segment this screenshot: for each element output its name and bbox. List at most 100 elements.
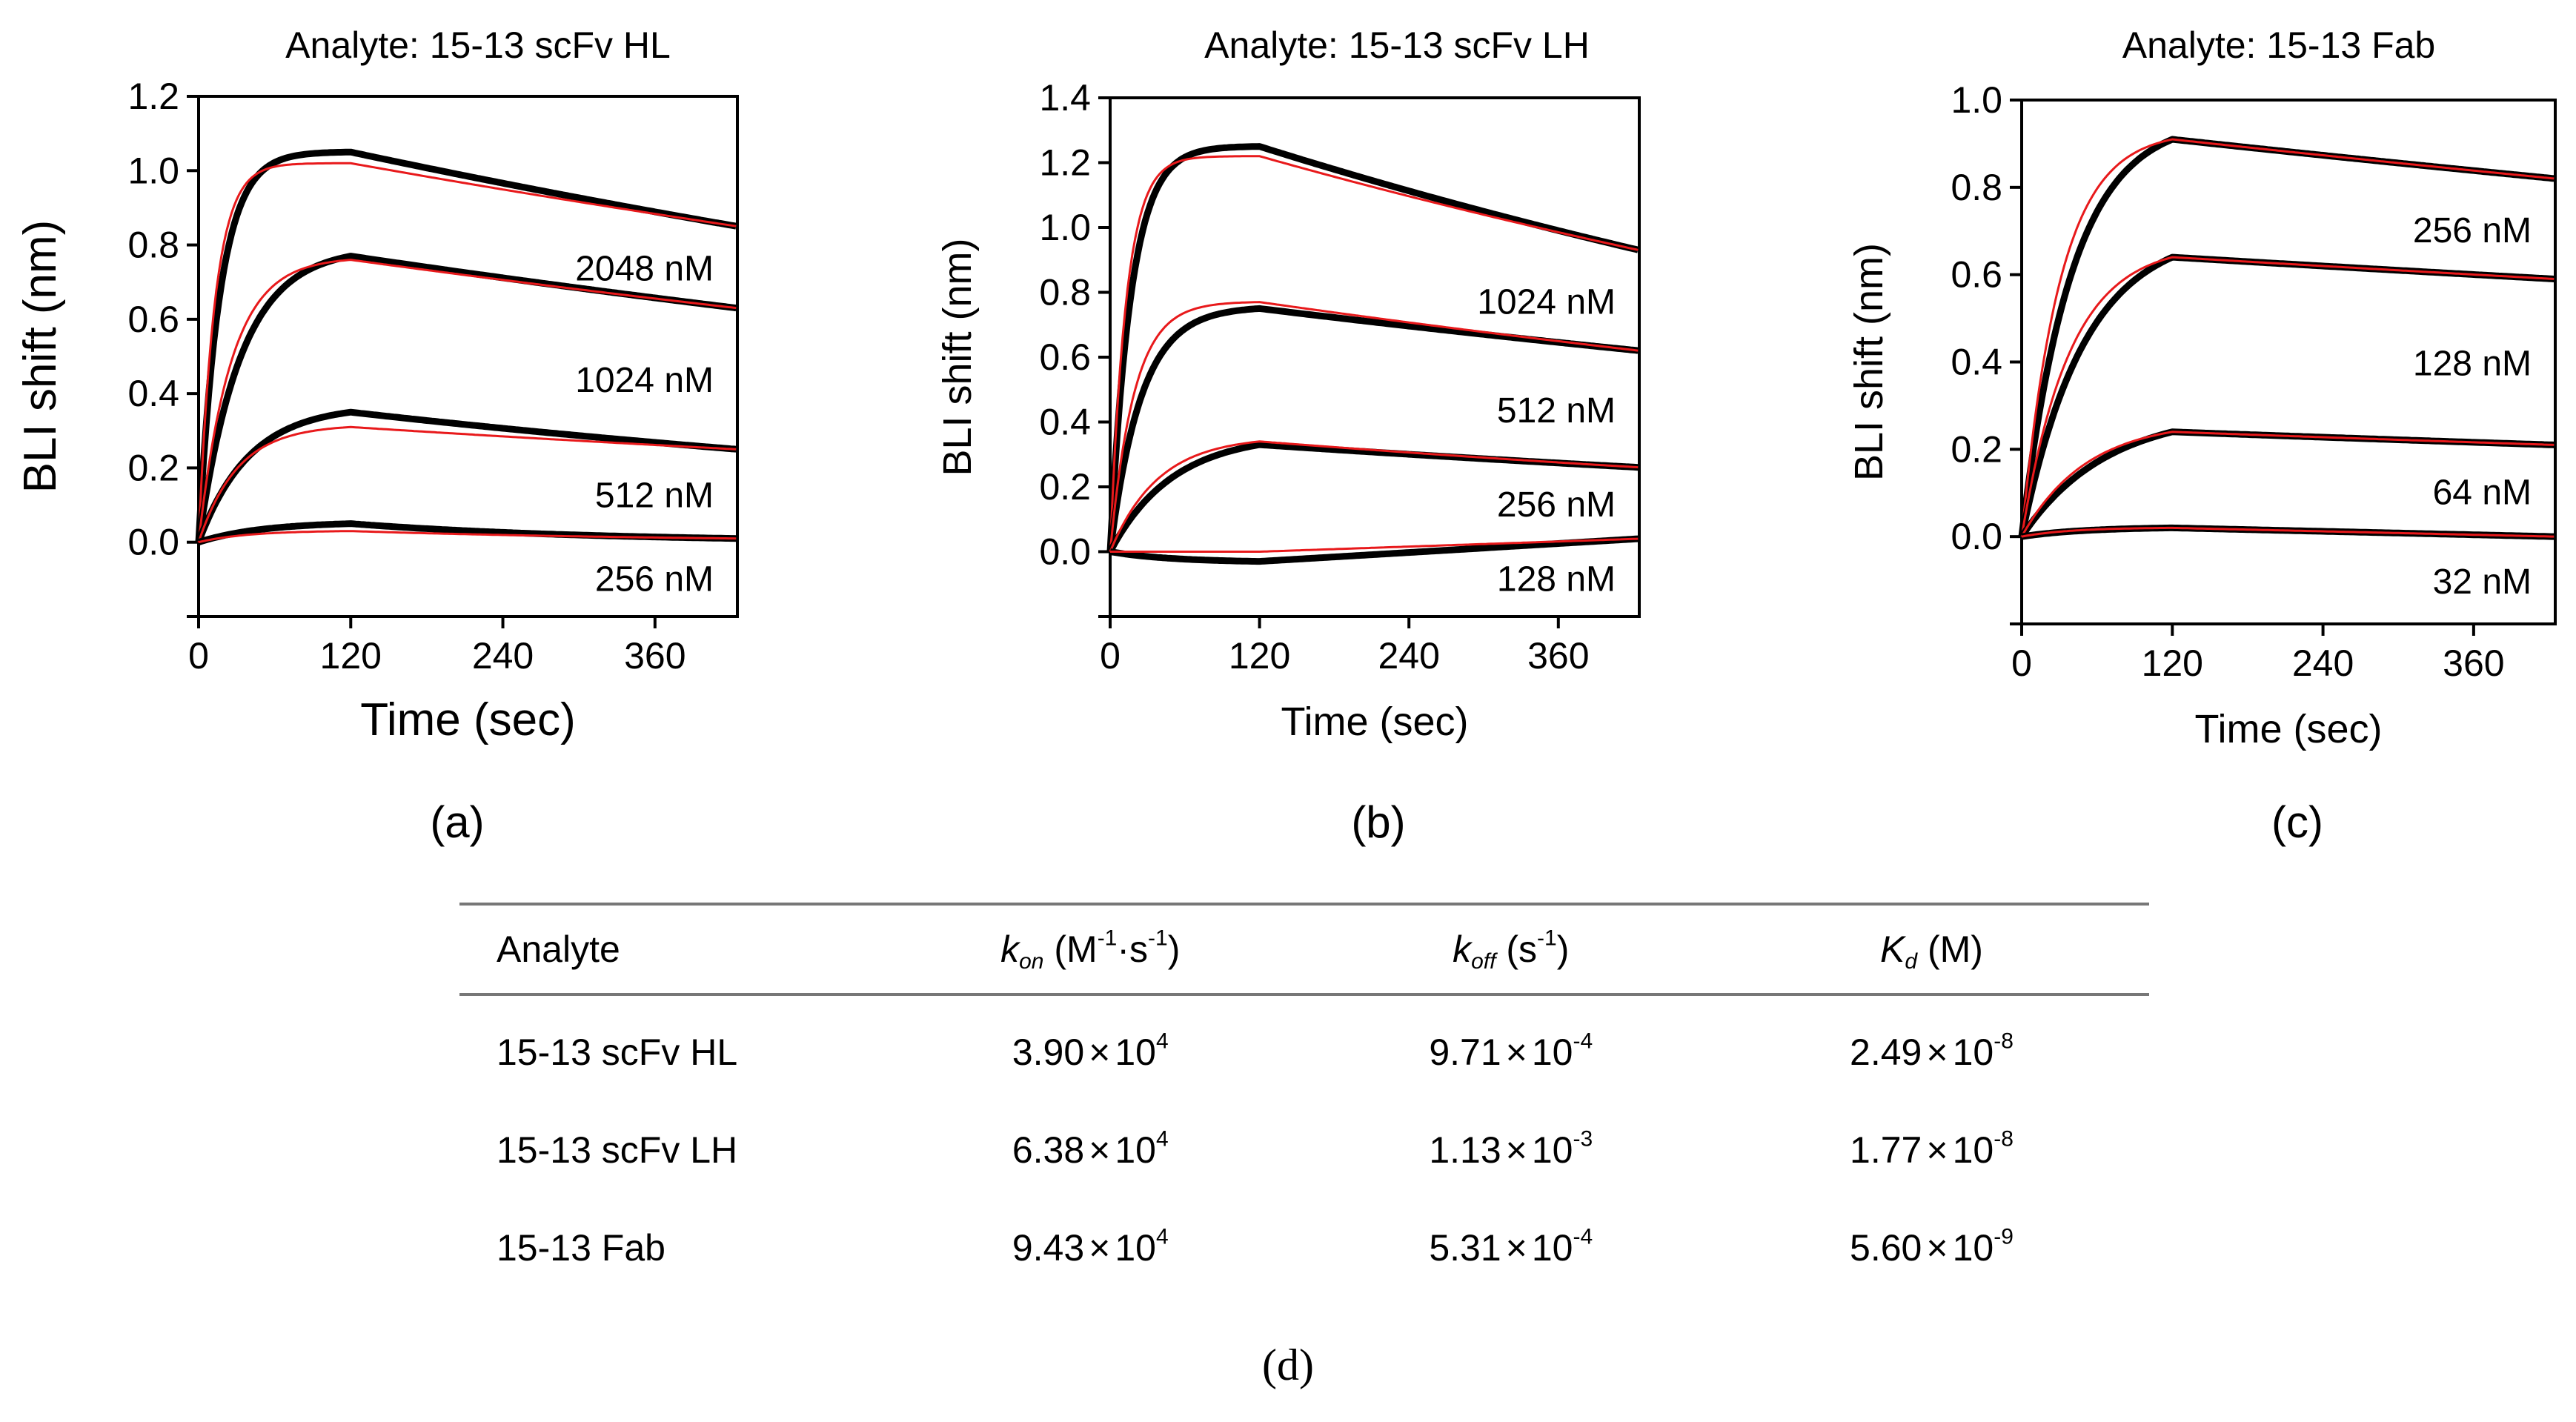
y-tick-label: 0.2 [1039, 466, 1091, 508]
cell-kd: 2.49 × 10-8 [1850, 1029, 2014, 1073]
series-fit-line [197, 425, 737, 543]
x-tick-label: 360 [624, 635, 686, 677]
cell-analyte: 15-13 Fab [497, 1227, 665, 1269]
chart-title: Analyte: 15-13 scFv LH [1204, 24, 1590, 66]
table-row: 15-13 Fab 9.43 × 104 5.31 × 10-4 5.60 × 10-9 [459, 1199, 2149, 1297]
series-data-line [1106, 305, 1639, 553]
header-kd: Kd (M) [1880, 928, 1983, 974]
y-tick-label: 1.0 [1951, 79, 2002, 121]
panel-label-b: (b) [1351, 797, 1405, 847]
x-tick-label: 120 [2142, 642, 2203, 684]
series-label: 32 nM [2433, 562, 2532, 602]
series-label: 256 nM [2413, 211, 2532, 250]
cell-koff: 1.13 × 10-3 [1429, 1126, 1593, 1171]
y-tick-label: 0.6 [1951, 254, 2002, 296]
y-tick-label: 0.0 [1039, 531, 1091, 573]
y-tick-label: 1.0 [127, 150, 179, 191]
chart-b: 0.0 0.2 0.4 0.6 0.8 1.0 1.2 1.4 0 120 240 360 Time (… [935, 24, 1641, 847]
x-tick-label: 0 [2011, 642, 2032, 684]
series-fit-line [197, 259, 737, 542]
x-tick-label: 0 [188, 635, 209, 677]
panel-label-a: (a) [430, 797, 484, 847]
series-label: 64 nM [2433, 473, 2532, 512]
cell-kd: 1.77 × 10-8 [1850, 1126, 2014, 1171]
y-tick-label: 1.4 [1039, 77, 1091, 119]
kinetics-table-panel: Analyte kon (M-1·s-1) koff (s-1) Kd (M) … [459, 903, 2149, 1303]
series-fit-line [1109, 301, 1639, 552]
panel-label-d: (d) [1262, 1340, 1314, 1389]
table-body: 15-13 scFv HL 3.90 × 104 9.71 × 10-4 2.49 × 10-8 1… [459, 994, 2149, 1297]
series-data-line [1109, 535, 1639, 565]
header-kon: kon (M-1·s-1) [1000, 926, 1181, 974]
series-fit-line [2021, 526, 2555, 538]
x-axis-label: Time (sec) [1281, 700, 1469, 744]
x-tick-label: 240 [2292, 642, 2354, 684]
y-tick-label: 0.8 [1039, 272, 1091, 313]
y-tick-label: 1.2 [1039, 142, 1091, 184]
cell-analyte: 15-13 scFv HL [497, 1031, 738, 1073]
y-tick-label: 0.8 [1951, 167, 2002, 208]
series-fit-line [1110, 537, 1639, 553]
chart-a: 0.0 0.2 0.4 0.6 0.8 1.0 1.2 0 120 240 360 Time (sec… [15, 24, 739, 847]
y-tick-label: 1.2 [127, 76, 179, 117]
cell-kd: 5.60 × 10-9 [1850, 1224, 2014, 1269]
header-analyte: Analyte [497, 928, 620, 970]
table-row: 15-13 scFv LH 6.38 × 104 1.13 × 10-3 1.77 × 10-8 [459, 1101, 2149, 1199]
x-tick-label: 0 [1100, 635, 1121, 677]
y-tick-label: 0.4 [127, 373, 179, 414]
y-tick-label: 0.6 [1039, 336, 1091, 378]
y-tick-label: 0.8 [127, 225, 179, 266]
y-tick-label: 1.0 [1039, 207, 1091, 248]
series-label: 128 nM [1497, 560, 1616, 599]
y-tick-label: 0.4 [1039, 402, 1091, 443]
series-label: 512 nM [1497, 391, 1616, 431]
series-label: 256 nM [595, 559, 714, 599]
series-label: 512 nM [595, 476, 714, 516]
y-axis-label: BLI shift (nm) [15, 220, 66, 494]
cell-koff: 5.31 × 10-4 [1429, 1224, 1593, 1269]
series-fit-line [197, 162, 737, 542]
x-tick-label: 240 [472, 635, 534, 677]
series-data-line [195, 148, 737, 542]
x-tick-label: 120 [1229, 635, 1290, 677]
series-data-line [195, 408, 737, 544]
cell-kon: 9.43 × 104 [1012, 1224, 1169, 1269]
kinetics-table: Analyte kon (M-1·s-1) koff (s-1) Kd (M) … [459, 903, 2149, 1297]
chart-c: 0.0 0.2 0.4 0.6 0.8 1.0 0 120 240 360 Time (sec) BL… [1847, 24, 2557, 847]
y-tick-label: 0.4 [1951, 342, 2002, 383]
x-axis-label: Time (sec) [360, 694, 575, 745]
y-tick-label: 0.2 [127, 447, 179, 488]
table-header-row: Analyte kon (M-1·s-1) koff (s-1) Kd (M) [459, 904, 2149, 994]
series-label: 1024 nM [575, 361, 714, 400]
x-axis-label: Time (sec) [2195, 707, 2383, 751]
series-fit-line [1109, 440, 1639, 553]
y-axis-label: BLI shift (nm) [1847, 243, 1891, 481]
x-tick-label: 240 [1378, 635, 1439, 677]
series-fit-line [198, 530, 737, 544]
y-tick-label: 0.6 [127, 299, 179, 340]
header-koff: koff (s-1) [1453, 926, 1570, 974]
y-tick-label: 0.0 [1951, 516, 2002, 557]
plot-frame [197, 95, 739, 618]
series-label: 256 nM [1497, 485, 1616, 525]
series-fit-line [2020, 138, 2555, 537]
cell-koff: 9.71 × 10-4 [1429, 1029, 1593, 1073]
series-label: 2048 nM [575, 250, 714, 289]
series-fit-line [1109, 155, 1639, 552]
chart-title: Analyte: 15-13 scFv HL [285, 24, 671, 66]
cell-analyte: 15-13 scFv LH [497, 1129, 738, 1171]
series-fit-line [2020, 256, 2555, 537]
chart-title: Analyte: 15-13 Fab [2122, 24, 2436, 66]
series-label: 128 nM [2413, 345, 2532, 384]
series-data-line [1106, 143, 1639, 552]
panel-label-c: (c) [2271, 797, 2323, 847]
x-tick-label: 360 [1527, 635, 1589, 677]
cell-kon: 3.90 × 104 [1012, 1029, 1169, 1073]
y-tick-label: 0.0 [127, 522, 179, 563]
plot-frame [1109, 96, 1641, 618]
series-fit-line [2020, 431, 2555, 537]
series-label: 1024 nM [1477, 282, 1616, 322]
x-tick-label: 360 [2443, 642, 2504, 684]
cell-kon: 6.38 × 104 [1012, 1126, 1169, 1171]
